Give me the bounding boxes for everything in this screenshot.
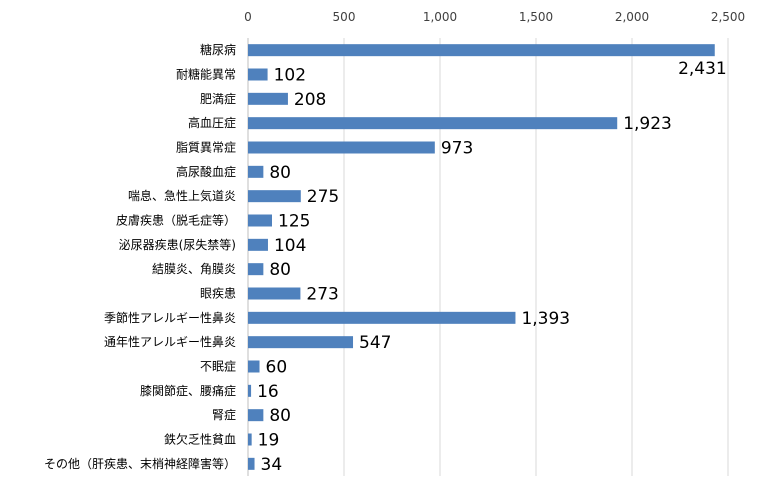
category-label: 腎症 [212,407,236,422]
x-tick-label: 500 [333,10,356,24]
bar [248,117,618,130]
data-label: 19 [258,431,280,451]
data-label: 80 [269,163,291,183]
data-label: 547 [359,333,391,353]
bar [248,92,288,105]
data-label: 208 [294,90,326,110]
category-label: 季節性アレルギー性鼻炎 [104,310,236,325]
bar [248,336,354,349]
data-label: 125 [278,212,310,232]
data-label: 275 [307,187,339,207]
data-label: 1,393 [521,309,570,329]
category-label: 結膜炎、角膜炎 [152,262,236,276]
x-tick-label: 2,500 [711,10,745,24]
x-axis-ticks: 0 500 1,000 1,500 2,000 2,500 [244,10,745,24]
bar [248,311,516,324]
bar [248,287,301,300]
data-label: 80 [269,406,291,426]
bar [248,433,252,446]
bar [248,457,255,470]
category-label: 脂質異常症 [176,140,236,155]
x-tick-label: 0 [244,10,252,24]
category-label: 泌尿器疾患(尿失禁等) [119,237,236,252]
bar [248,360,260,373]
data-label: 80 [269,260,291,280]
category-labels: 糖尿病耐糖能異常肥満症高血圧症脂質異常症高尿酸血症喘息、急性上気道炎皮膚疾患（脱… [44,42,236,471]
category-label: 膝関節症、腰痛症 [140,383,236,398]
bar [248,44,715,57]
data-label: 16 [257,382,279,402]
gridlines [343,38,729,476]
bar [248,214,272,227]
category-label: 高尿酸血症 [176,164,236,179]
category-label: 通年性アレルギー性鼻炎 [104,334,236,349]
category-label: 喘息、急性上気道炎 [128,188,236,203]
data-label: 2,431 [678,59,727,79]
data-label: 102 [274,66,306,86]
bar [248,165,264,178]
category-label: 不眠症 [200,359,236,374]
bar [248,263,264,276]
x-tick-label: 1,500 [519,10,553,24]
data-label: 273 [306,285,338,305]
bar [248,190,301,203]
data-labels: 2,431 102 208 1,923 973 80 275 125 104 80 273 1,393… [257,59,727,475]
bar [248,384,252,397]
bar [248,68,268,81]
data-label: 1,923 [623,114,672,134]
data-label: 34 [261,455,283,475]
x-tick-label: 2,000 [615,10,649,24]
bars [248,44,715,470]
data-label: 104 [274,236,306,256]
category-label: 肥満症 [200,91,236,106]
bar [248,141,435,154]
category-label: 眼疾患 [200,286,236,301]
category-label: 鉄欠乏性貧血 [164,432,236,447]
category-label: 耐糖能異常 [176,67,236,82]
data-label: 973 [441,139,473,159]
category-label: その他（肝疾患、末梢神経障害等） [44,456,236,471]
bar [248,238,268,251]
bar [248,409,264,422]
category-label: 糖尿病 [200,42,236,57]
category-label: 皮膚疾患（脱毛症等） [116,213,236,228]
data-label: 60 [266,358,288,378]
x-tick-label: 1,000 [423,10,457,24]
category-label: 高血圧症 [188,115,236,130]
